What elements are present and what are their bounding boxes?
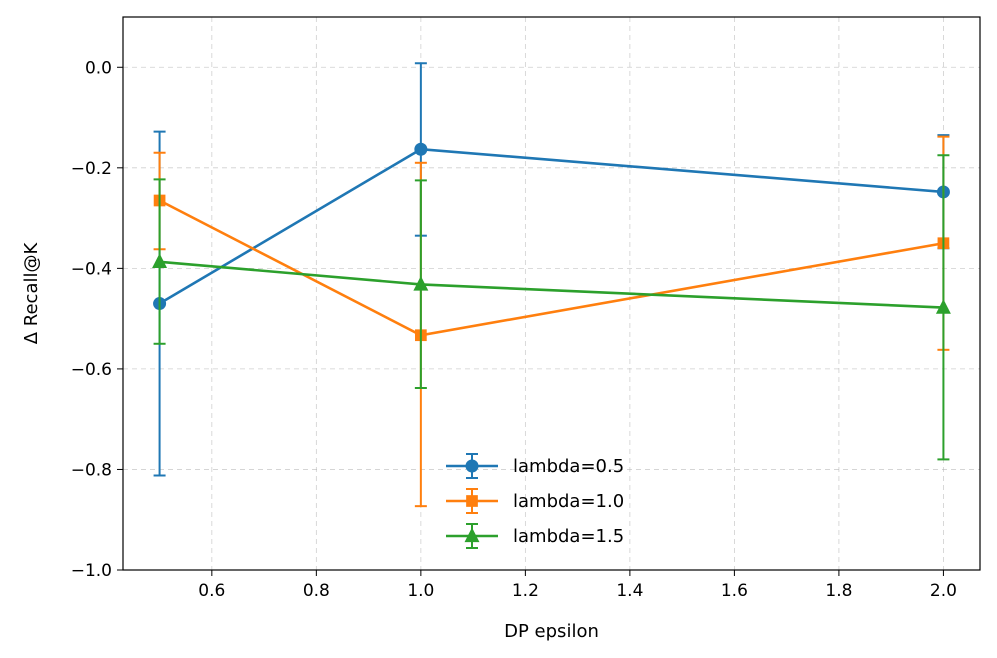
x-tick-label: 2.0 — [930, 581, 957, 601]
legend-marker — [464, 527, 480, 543]
series-lambda=1.5 — [152, 154, 951, 461]
legend-label: lambda=1.0 — [513, 491, 624, 512]
data-point — [413, 275, 429, 291]
x-axis-ticks: 0.6 0.8 1.0 1.2 1.4 1.6 1.8 2.0 — [198, 570, 957, 601]
x-tick-label: 0.6 — [198, 581, 225, 601]
data-point — [414, 142, 428, 156]
y-axis-title: Δ Recall@K — [21, 242, 42, 345]
y-tick-label: −0.8 — [71, 460, 112, 480]
y-tick-label: −0.6 — [71, 360, 112, 380]
data-point — [152, 253, 168, 268]
legend-label: lambda=1.5 — [513, 526, 624, 547]
x-tick-label: 1.4 — [616, 581, 643, 601]
legend-item: lambda=0.5 — [446, 453, 624, 479]
plot-frame — [122, 16, 981, 571]
x-axis-title: DP epsilon — [504, 621, 599, 642]
legend-item: lambda=1.5 — [446, 523, 624, 549]
x-tick-label: 0.8 — [303, 581, 330, 601]
y-axis-ticks: 0.0 −0.2 −0.4 −0.6 −0.8 −1.0 — [71, 58, 123, 581]
y-tick-label: 0.0 — [85, 58, 112, 78]
y-tick-label: −0.2 — [71, 159, 112, 179]
x-tick-label: 1.0 — [407, 581, 434, 601]
y-tick-label: −1.0 — [71, 561, 112, 581]
legend-marker — [465, 459, 479, 473]
legend-item: lambda=1.0 — [446, 488, 624, 514]
grid — [123, 17, 980, 571]
x-tick-label: 1.2 — [512, 581, 539, 601]
legend-marker — [466, 495, 478, 507]
series-layer — [152, 62, 951, 508]
legend: lambda=0.5 lambda=1.0 lambda=1.5 — [446, 453, 624, 549]
y-tick-label: −0.4 — [71, 259, 112, 279]
x-tick-label: 1.8 — [825, 581, 852, 601]
x-tick-label: 1.6 — [721, 581, 748, 601]
legend-label: lambda=0.5 — [513, 456, 624, 477]
data-point — [935, 299, 951, 314]
